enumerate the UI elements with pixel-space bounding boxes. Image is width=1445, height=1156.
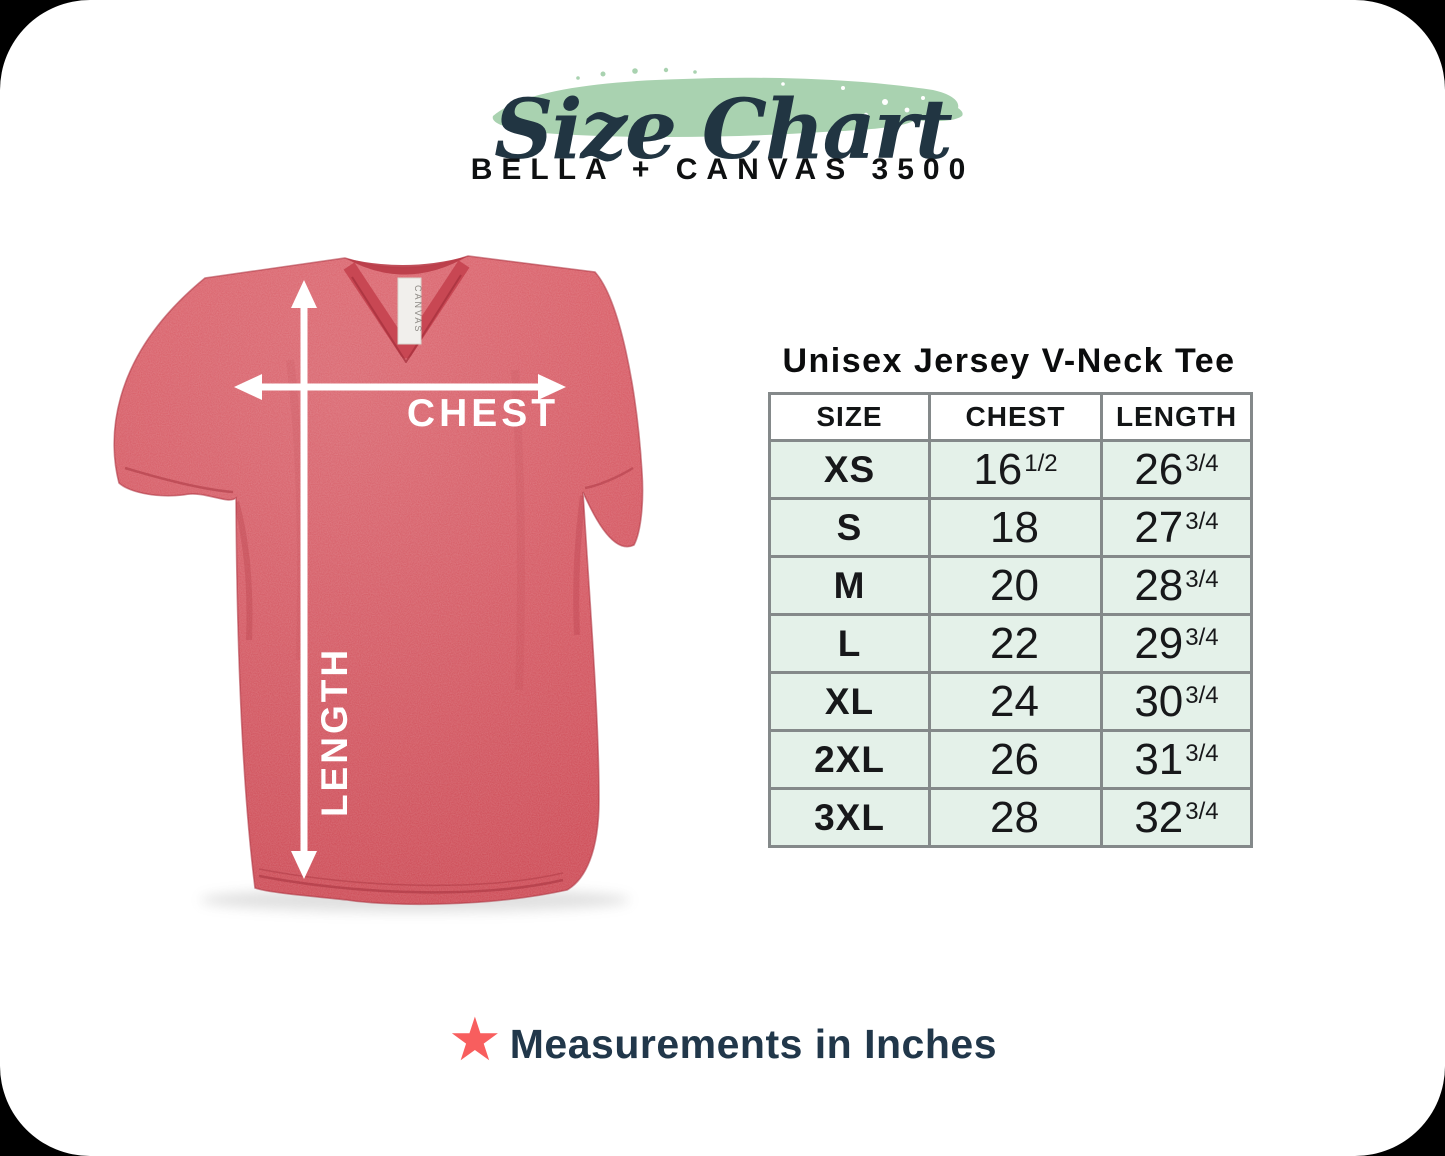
- column-header-length: LENGTH: [1100, 392, 1253, 442]
- footer: ★ Measurements in Inches: [0, 1004, 1445, 1084]
- product-title: Unisex Jersey V-Neck Tee: [782, 342, 1236, 381]
- brush-stroke-icon: [492, 67, 963, 138]
- page-title: Size Chart: [494, 81, 953, 178]
- table-header-row: SIZE CHEST LENGTH: [768, 392, 1253, 442]
- neck-tag: CANVAS: [397, 277, 423, 345]
- length-cell: 283/4: [1100, 555, 1253, 616]
- size-cell: M: [768, 555, 931, 616]
- length-cell: 323/4: [1100, 787, 1253, 848]
- length-cell: 263/4: [1100, 439, 1253, 500]
- table-row: M 20 283/4: [768, 555, 1253, 616]
- size-cell: L: [768, 613, 931, 674]
- size-cell: XL: [768, 671, 931, 732]
- chest-cell: 26: [928, 729, 1103, 790]
- neck-tag-label: CANVAS: [413, 285, 423, 333]
- size-cell: S: [768, 497, 931, 558]
- size-table: SIZE CHEST LENGTH XS 161/2 263/4 S 18 27…: [768, 392, 1253, 848]
- table-row: XL 24 303/4: [768, 671, 1253, 732]
- chest-cell: 20: [928, 555, 1103, 616]
- column-header-size: SIZE: [768, 392, 931, 442]
- length-cell: 293/4: [1100, 613, 1253, 674]
- footer-note: Measurements in Inches: [509, 1020, 998, 1067]
- chest-cell: 28: [928, 787, 1103, 848]
- shirt-body: [113, 255, 644, 906]
- table-row: 3XL 28 323/4: [768, 787, 1253, 848]
- chest-cell: 24: [928, 671, 1103, 732]
- tshirt-illustration: CANVAS CHEST LENGTH: [113, 255, 644, 912]
- size-cell: 2XL: [768, 729, 931, 790]
- chest-arrow: [234, 374, 566, 400]
- table-row: S 18 273/4: [768, 497, 1253, 558]
- table-row: XS 161/2 263/4: [768, 439, 1253, 500]
- size-cell: 3XL: [768, 787, 931, 848]
- chest-label: CHEST: [407, 392, 559, 435]
- length-label: LENGTH: [314, 647, 355, 817]
- table-row: 2XL 26 313/4: [768, 729, 1253, 790]
- chest-cell: 22: [928, 613, 1103, 674]
- chest-cell: 161/2: [928, 439, 1103, 500]
- brand-subtitle: BELLA + CANVAS 3500: [470, 153, 975, 186]
- length-arrow: [291, 280, 317, 879]
- length-cell: 273/4: [1100, 497, 1253, 558]
- star-icon: ★: [447, 1006, 502, 1073]
- length-cell: 303/4: [1100, 671, 1253, 732]
- column-header-chest: CHEST: [928, 392, 1103, 442]
- size-cell: XS: [768, 439, 931, 500]
- length-cell: 313/4: [1100, 729, 1253, 790]
- chest-cell: 18: [928, 497, 1103, 558]
- table-row: L 22 293/4: [768, 613, 1253, 674]
